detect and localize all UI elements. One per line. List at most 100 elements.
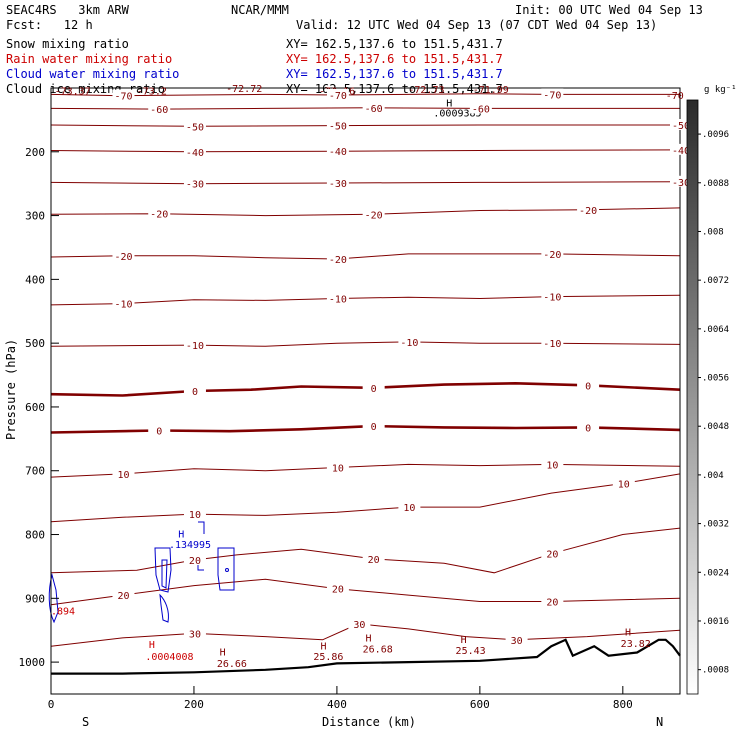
isotherm-label-bg xyxy=(326,177,349,189)
colorbar-ramp xyxy=(686,99,699,695)
isotherm-line xyxy=(50,381,681,397)
contour-annotation: .134995 xyxy=(169,540,211,551)
field-snow-xy: XY= 162.5,137.6 to 151.5,431.7 xyxy=(286,37,503,51)
model-title: SEAC4RS 3km ARW xyxy=(6,3,129,17)
isotherm-label-bg xyxy=(326,292,349,304)
isotherm-label: 20 xyxy=(189,556,201,567)
isotherm-line xyxy=(50,149,681,153)
isotherm-label: 20 xyxy=(546,550,558,561)
y-tick-label: 200 xyxy=(25,146,45,159)
isotherm-label: -20 xyxy=(114,252,132,263)
y-tick-label: 900 xyxy=(25,592,45,605)
isotherm-label-bg xyxy=(577,379,600,391)
colorbar-unit: g kg⁻¹ xyxy=(704,85,737,95)
x-tick-label: 200 xyxy=(184,698,204,711)
isotherm-label-bg xyxy=(326,89,349,101)
isotherm-label: -50 xyxy=(186,122,204,133)
isotherm-label-bg xyxy=(326,145,349,157)
isotherm-label-bg xyxy=(183,339,206,351)
x-tick-label: 0 xyxy=(48,698,55,711)
contour-annotation: 25.43 xyxy=(456,646,486,657)
isotherm-label: 10 xyxy=(546,460,558,471)
isotherm-line xyxy=(50,253,681,260)
colorbar-tick-label: .004 xyxy=(702,471,724,481)
cloud-water-contour xyxy=(217,547,235,591)
contour-annotation: -71.99 xyxy=(473,85,509,96)
terrain-line xyxy=(51,638,681,675)
isotherm-line xyxy=(50,578,681,606)
y-axis-label: Pressure (hPa) xyxy=(4,339,18,440)
colorbar-tick-label: .0096 xyxy=(702,130,729,140)
cloud-water-contour xyxy=(154,547,172,593)
plot-frame xyxy=(50,87,681,695)
contour-annotation: 26.66 xyxy=(217,659,247,670)
isotherm-label-bg xyxy=(577,421,600,433)
init-time: Init: 00 UTC Wed 04 Sep 13 xyxy=(515,3,703,17)
forecast-hour: Fcst: 12 h xyxy=(6,18,93,32)
contour-annotation: 23.82 xyxy=(621,639,651,650)
isotherm-label: -10 xyxy=(543,339,561,350)
colorbar-tick-label: .0056 xyxy=(702,374,729,384)
isotherm-label-bg xyxy=(148,103,171,115)
isotherm-label: -10 xyxy=(543,293,561,304)
isotherm-label-bg xyxy=(112,89,135,101)
isotherm-line xyxy=(50,294,681,306)
isotherm-label: 0 xyxy=(192,387,198,398)
x-end-right-label: N xyxy=(656,715,663,729)
isotherm-label: 0 xyxy=(585,423,591,434)
field-rain-label: Rain water mixing ratio xyxy=(6,52,173,66)
isotherm-label-bg xyxy=(183,508,206,520)
isotherm-label: -60 xyxy=(472,104,490,115)
cloud-water-contour xyxy=(159,593,169,623)
isotherm-label: -60 xyxy=(150,105,168,116)
colorbar-tick-label: .0072 xyxy=(702,276,729,286)
x-tick-label: 400 xyxy=(327,698,347,711)
contour-annotation: H xyxy=(149,640,155,651)
isotherm-label-bg xyxy=(183,145,206,157)
isotherm-label-bg xyxy=(148,207,171,219)
isotherm-label-bg xyxy=(326,119,349,131)
contour-annotation: 26.68 xyxy=(363,645,393,656)
contour-annotation: H xyxy=(446,98,452,109)
isotherm-label: 0 xyxy=(585,381,591,392)
isotherm-label-bg xyxy=(612,477,635,489)
isotherm-label: 10 xyxy=(403,503,415,514)
isotherm-label: 30 xyxy=(189,629,201,640)
isotherm-label: -20 xyxy=(365,210,383,221)
contour-annotation: -72.72 xyxy=(226,84,262,95)
isotherm-label-bg xyxy=(541,547,564,559)
isotherm-label-bg xyxy=(398,335,421,347)
isotherm-label: 0 xyxy=(371,422,377,433)
isotherm-label: 30 xyxy=(353,620,365,631)
cloud-water-contour xyxy=(225,568,229,572)
field-cloud-ice-label: Cloud ice mixing ratio xyxy=(6,82,165,96)
isotherm-label: -20 xyxy=(329,255,347,266)
contour-annotation: -72.73 xyxy=(408,85,444,96)
isotherm-label: 20 xyxy=(117,591,129,602)
cloud-water-contour xyxy=(161,559,168,589)
isotherm-label-bg xyxy=(112,249,135,261)
isotherm-label-bg xyxy=(362,381,385,393)
y-tick-label: 700 xyxy=(25,465,45,478)
isotherm-label: 20 xyxy=(546,598,558,609)
colorbar-tick-label: .0088 xyxy=(702,179,729,189)
isotherm-label-bg xyxy=(577,203,600,215)
isotherm-label-bg xyxy=(183,120,206,132)
field-cloud-ice-xy: XY= 162.5,137.6 to 151.5,431.7 xyxy=(286,82,503,96)
isotherm-label: -40 xyxy=(186,148,204,159)
isotherm-label-bg xyxy=(362,101,385,113)
isotherm-label: -60 xyxy=(365,104,383,115)
isotherm-label-bg xyxy=(541,595,564,607)
y-tick-label: 1000 xyxy=(19,656,46,669)
contour-annotation: H xyxy=(178,530,184,541)
y-tick-label: 400 xyxy=(25,273,45,286)
isotherm-label-bg xyxy=(112,589,135,601)
isotherm-line xyxy=(50,181,681,185)
isotherm-label: 20 xyxy=(332,585,344,596)
x-tick-label: 800 xyxy=(613,698,633,711)
contour-annotation: .0004008 xyxy=(145,652,193,663)
contour-annotation: -73.37 xyxy=(55,86,91,97)
isotherm-label-bg xyxy=(326,582,349,594)
isotherm-label: -10 xyxy=(186,341,204,352)
isotherm-label: -70 xyxy=(329,91,347,102)
